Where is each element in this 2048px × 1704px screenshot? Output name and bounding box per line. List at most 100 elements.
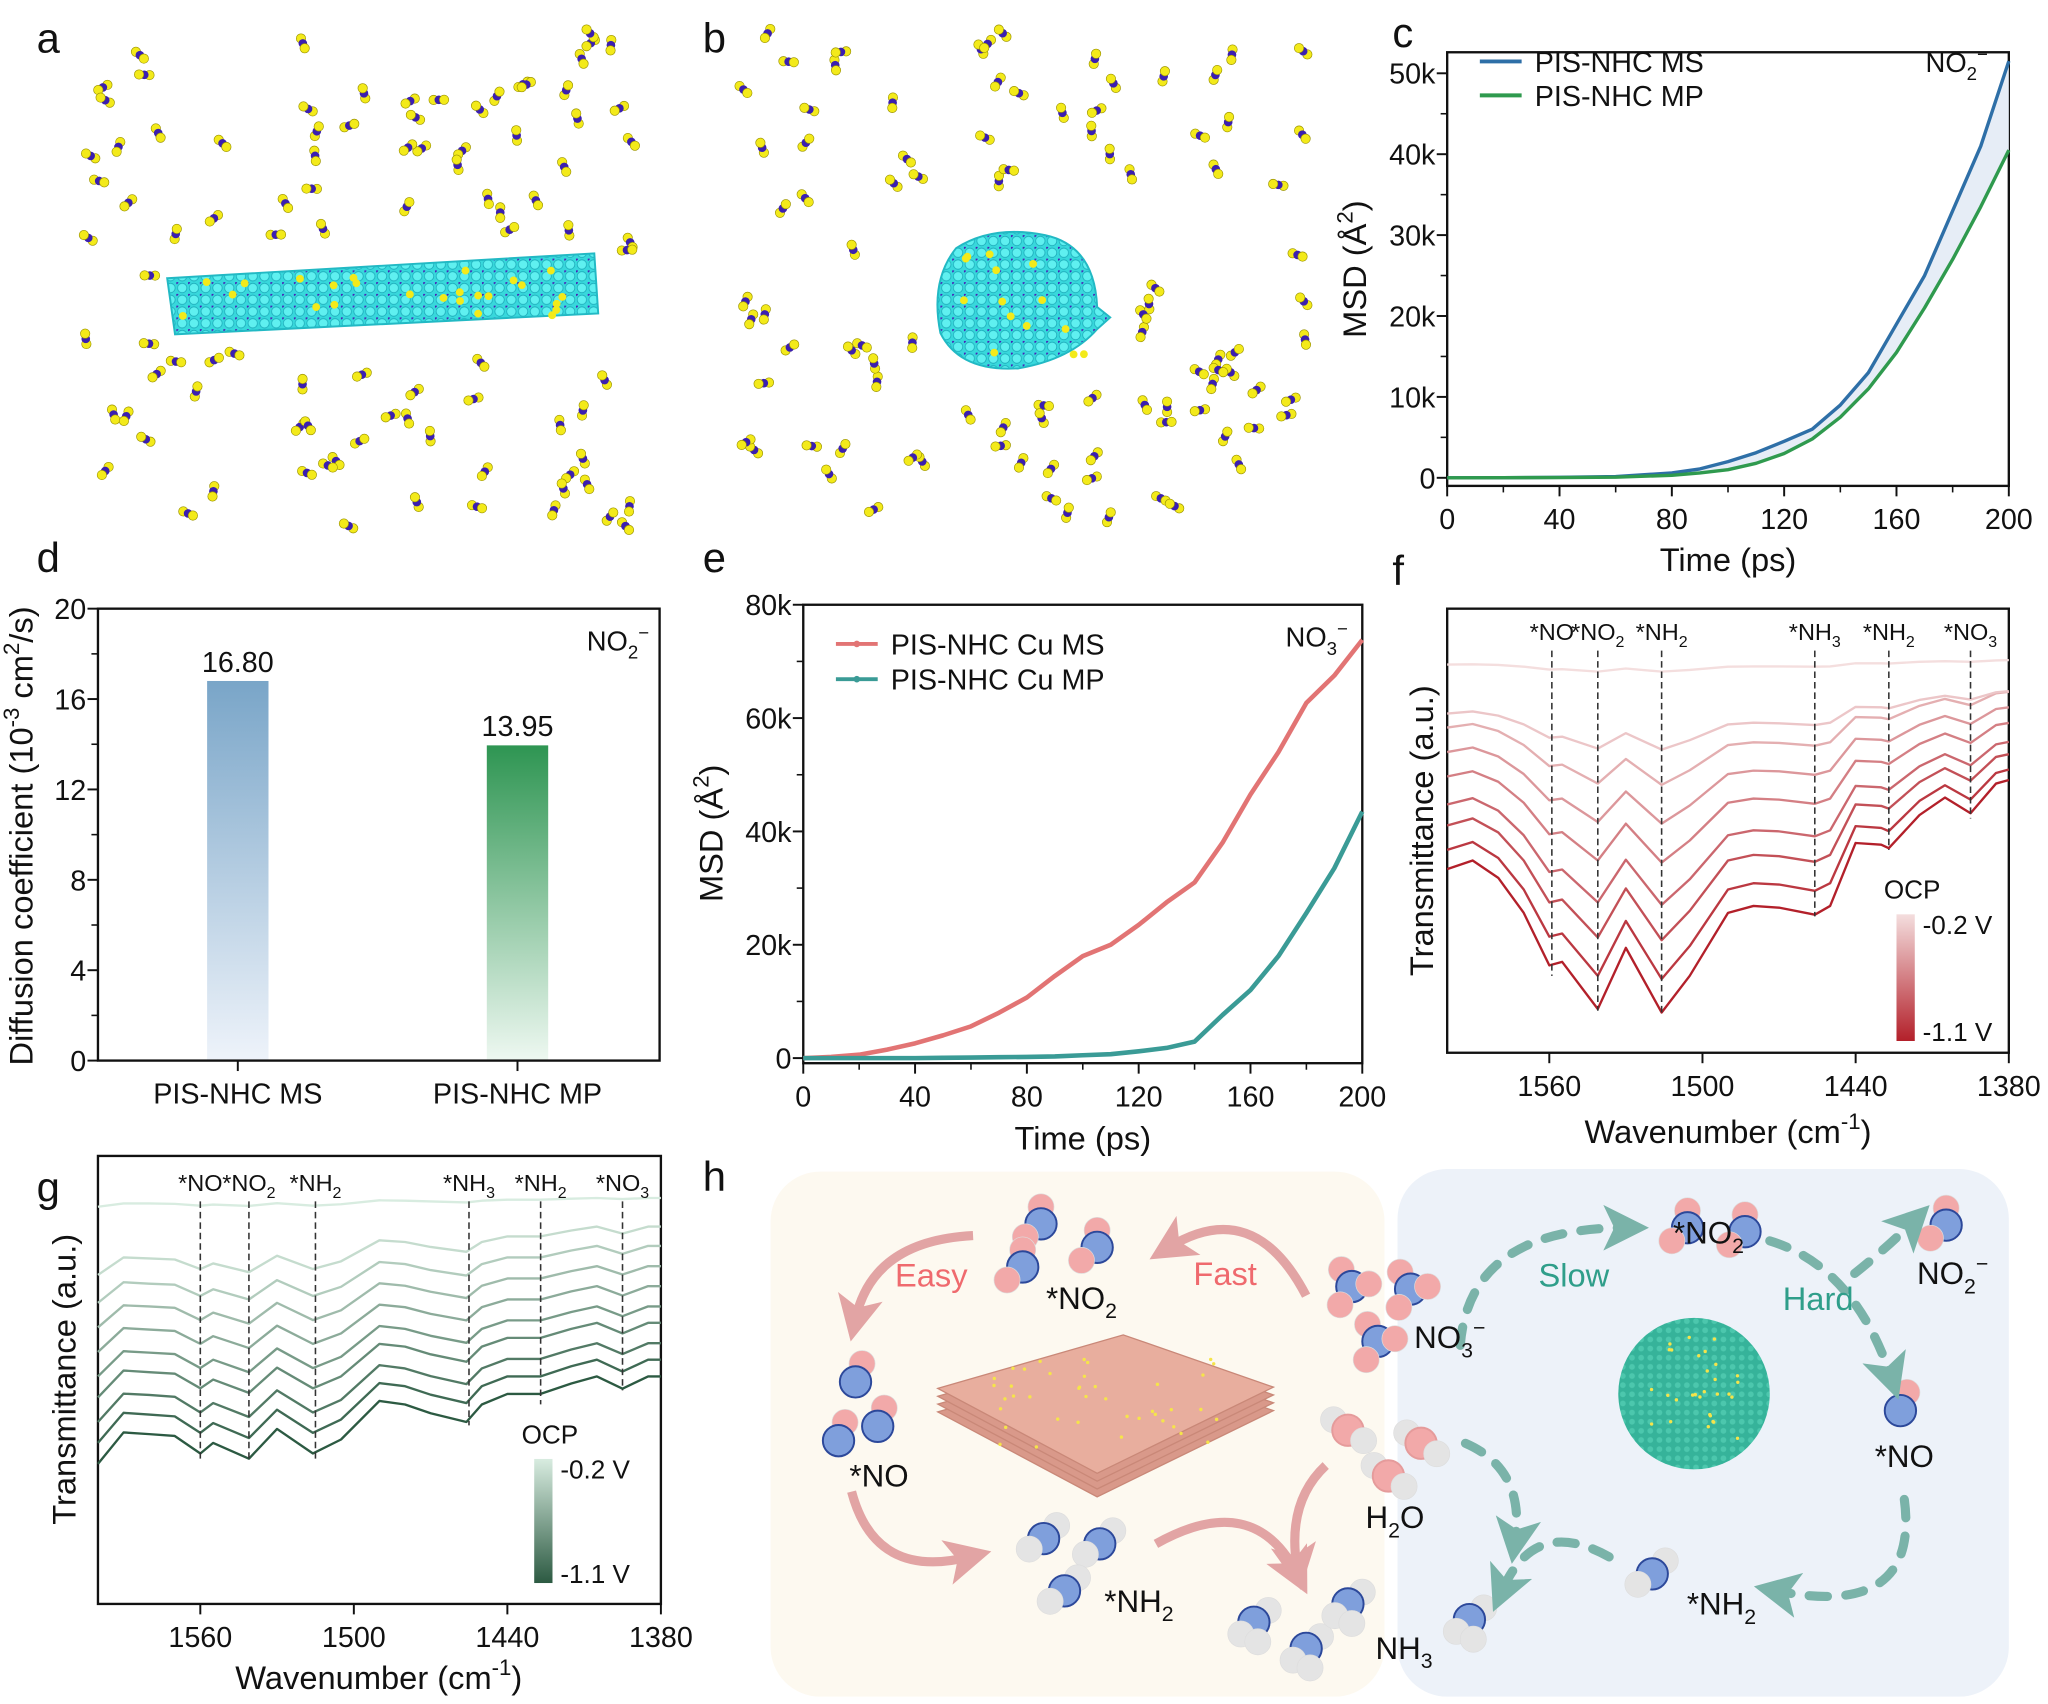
text-part: Wavenumber (cm: [235, 1659, 491, 1696]
NH3-molecule: [1279, 1623, 1334, 1682]
text-part: NO: [1286, 622, 1327, 653]
nitrite-molecule: [204, 210, 224, 227]
spectrum-line: [1446, 721, 2010, 864]
dopant-dot: [1687, 1335, 1691, 1340]
nitrite-molecule: [998, 164, 1019, 176]
adsorbed-ion: [474, 309, 483, 318]
text-part: −: [1473, 1316, 1485, 1340]
nitrite-molecule: [1243, 422, 1265, 434]
nitrite-molecule: [1276, 408, 1297, 422]
nitrite-molecule: [579, 474, 595, 495]
nitrite-molecule: [1222, 111, 1235, 133]
nitrite-molecule: [1208, 362, 1229, 378]
ion-annotation: NO2−: [1926, 43, 1988, 84]
nitrite-molecule: [1137, 395, 1153, 415]
adsorbed-ion: [1029, 259, 1037, 268]
nitrite-molecule: [301, 183, 322, 194]
y-tick-label: 10k: [1389, 382, 1436, 414]
nitrite-molecule: [778, 56, 799, 68]
spectrum-line: [1447, 658, 2009, 673]
text-part: MSD (Å: [1336, 223, 1373, 337]
nitrite-molecule: [472, 353, 490, 372]
text-part: 2: [1732, 1234, 1744, 1258]
nitrite-molecule: [755, 137, 769, 158]
no-to-nh2-dashed-arrow: [1753, 1494, 1911, 1618]
text-part: H: [1366, 1500, 1389, 1535]
adsorbed-ion: [456, 297, 464, 305]
text-part: -1: [1841, 1109, 1861, 1134]
text-part: Transmittance (a.u.): [46, 1234, 83, 1525]
ion-annotation: NO3−: [1286, 618, 1348, 659]
panel-letter-g: g: [37, 1164, 60, 1211]
nitrite-molecule: [380, 408, 401, 423]
colorbar-bottom-label: -1.1 V: [1923, 1017, 1993, 1047]
nitrite-molecule: [352, 367, 372, 382]
peak-marker-label: *NO2: [1571, 619, 1624, 651]
text-part: 2: [558, 1185, 567, 1202]
nitrite-molecule: [1083, 389, 1102, 407]
x-tick-label: 0: [1439, 504, 1455, 536]
text-part: 3: [640, 1185, 649, 1202]
text-part: 3: [1327, 638, 1337, 659]
nitrite-molecule: [1218, 426, 1233, 447]
colorbar-top-label: -0.2 V: [560, 1455, 630, 1485]
nitrite-molecule: [277, 193, 294, 213]
adsorbed-ion: [329, 281, 338, 290]
nitrite-molecule: [178, 506, 198, 521]
dopant-dot: [1702, 1390, 1706, 1394]
nitrite-molecule: [1281, 392, 1301, 407]
peak-marker-label: *NO2: [222, 1170, 275, 1202]
dopant-dot: [1667, 1348, 1672, 1352]
nitrite-molecule: [118, 406, 134, 426]
nitrite-molecule: [842, 341, 861, 360]
nitrite-molecule: [903, 449, 923, 466]
nitrite-molecule: [1268, 178, 1289, 191]
nitrite-molecule: [134, 69, 155, 81]
text-part: cm: [3, 655, 40, 708]
dopant-dot: [1713, 1377, 1717, 1382]
NO2-molecule: [1715, 1201, 1762, 1259]
peak-marker-label: *NO3: [596, 1170, 649, 1202]
dopant-dot: [1711, 1419, 1715, 1424]
nitrite-molecule: [734, 80, 753, 99]
text-part: MSD (Å: [692, 788, 729, 902]
spectrum-line: [97, 1358, 661, 1444]
nitrite-molecule: [89, 174, 110, 188]
text-part: Diffusion coefficient (10: [3, 727, 40, 1065]
y-axis-title: Transmittance (a.u.): [1403, 685, 1440, 976]
easy-arrow: [838, 1231, 974, 1342]
text-part: 2: [0, 643, 24, 655]
x-tick-label: 120: [1760, 504, 1808, 536]
nitrite-molecule: [467, 500, 488, 514]
nitrite-molecule: [451, 154, 464, 176]
nitrite-molecule: [745, 441, 764, 459]
adsorbed-ion: [240, 279, 249, 288]
nitrite-molecule: [601, 507, 619, 526]
NH3-molecule: [1321, 1578, 1376, 1637]
nitrite-molecule: [597, 370, 612, 390]
nitrite-molecule: [349, 433, 370, 449]
adsorbed-ion: [1006, 312, 1015, 321]
plot-frame: [1446, 51, 2010, 488]
H2O-molecule: [1360, 1452, 1418, 1500]
species-label-no2_ion: NO2−: [1917, 1252, 1988, 1299]
nitrite-molecule: [339, 118, 360, 133]
x-tick-label: PIS-NHC MS: [153, 1079, 322, 1111]
text-part: 2: [1388, 1519, 1400, 1543]
NO3-molecule: [1326, 1256, 1383, 1319]
spectrum-line: [1446, 706, 2009, 825]
adsorbed-ion: [330, 300, 339, 309]
difference-band: [1447, 61, 2009, 478]
nitrite-molecule: [871, 371, 883, 392]
text-part: 2: [1964, 1274, 1976, 1298]
nitrite-molecule: [150, 123, 166, 143]
x-tick-label: 0: [795, 1081, 811, 1113]
adsorbed-ion: [1038, 296, 1047, 305]
adsorbed-ion: [1079, 350, 1088, 359]
nitrite-molecule: [204, 352, 224, 368]
nitrite-molecule: [111, 136, 126, 157]
y-tick-label: 50k: [1389, 59, 1436, 91]
nitrite-molecule: [796, 189, 814, 208]
adsorbed-ion: [178, 311, 187, 320]
